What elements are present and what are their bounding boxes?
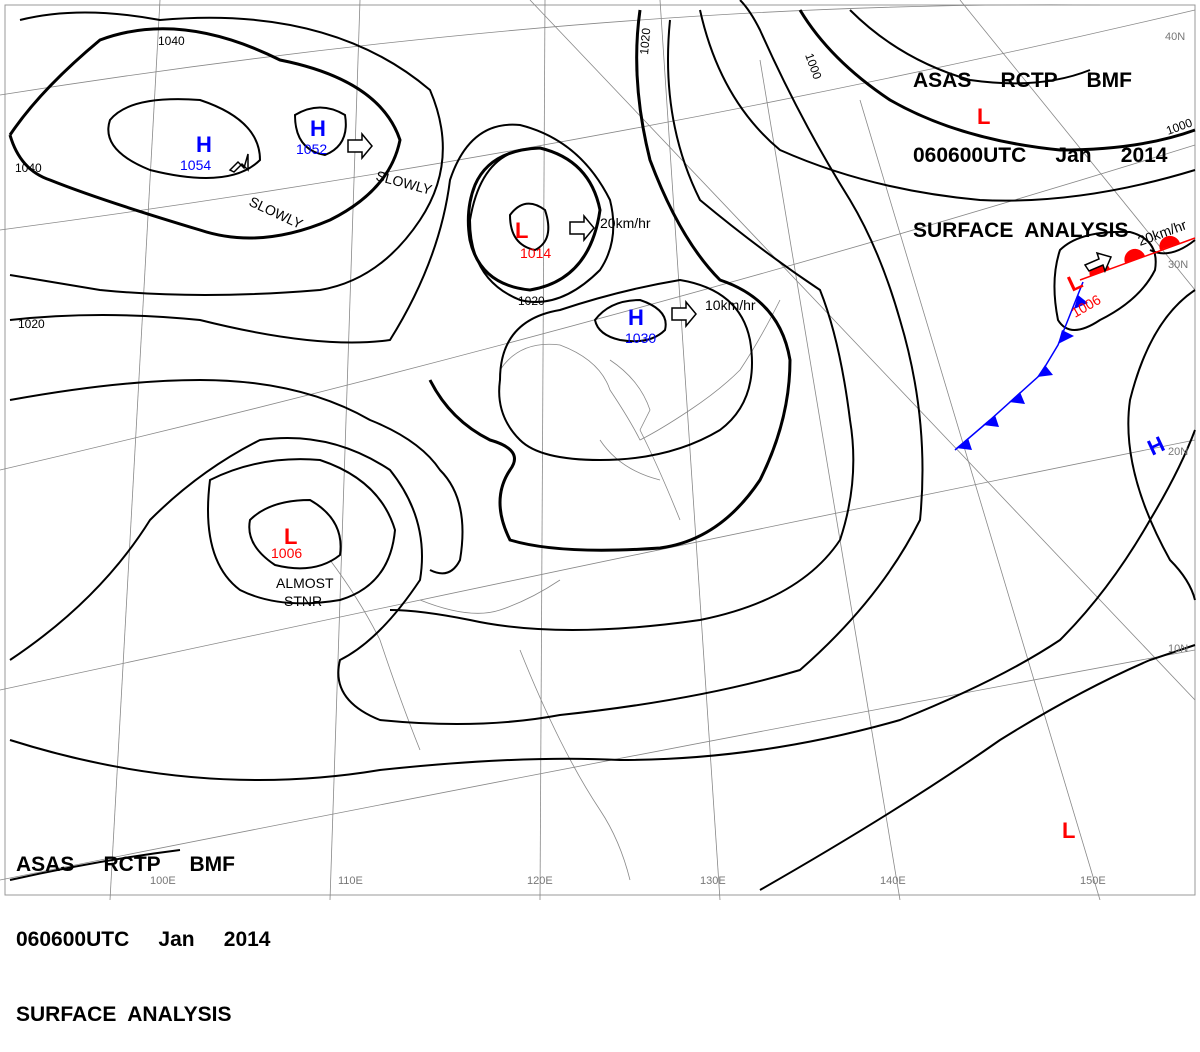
lat-label: 30N — [1168, 259, 1188, 271]
header-top-right: ASAS RCTP BMF 060600UTC Jan 2014 SURFACE… — [913, 18, 1167, 268]
cold-front — [954, 281, 1088, 451]
isobar-label: 1040 — [15, 161, 42, 175]
pressure-value: 1006 — [271, 545, 302, 561]
high-center-symbol: H — [628, 305, 644, 330]
isobar-label: 1020 — [518, 294, 545, 308]
lon-label: 130E — [700, 875, 726, 887]
header-bottom-left: ASAS RCTP BMF 060600UTC Jan 2014 SURFACE… — [16, 802, 270, 1052]
lon-label: 100E — [150, 875, 176, 887]
pressure-value: 1054 — [180, 157, 211, 173]
pressure-value: 1030 — [625, 330, 656, 346]
isobar-label: 1040 — [158, 34, 185, 48]
high-center-symbol: H — [196, 132, 212, 157]
pressure-value: 1014 — [520, 245, 551, 261]
lat-line-30n — [0, 144, 1196, 471]
isobars — [8, 0, 1196, 891]
motion-label: STNR — [284, 593, 322, 609]
isobar-label: 1020 — [18, 317, 45, 331]
motion-label: SLOWLY — [374, 167, 434, 197]
motion-label: 20km/hr — [600, 215, 651, 231]
lon-line-100e — [109, 0, 161, 900]
lat-line-50n — [0, 4, 1101, 96]
low-center-symbol: L — [284, 524, 297, 549]
lat-label: 10N — [1168, 643, 1188, 655]
lat-label: 40N — [1165, 31, 1185, 43]
low-center-symbol: L — [515, 218, 528, 243]
low-center-symbol: L — [977, 104, 990, 129]
lon-line-170e — [959, 0, 1196, 291]
header-line-3: SURFACE ANALYSIS — [16, 1003, 232, 1026]
header-line-1: ASAS RCTP BMF — [16, 853, 235, 876]
lat-line-20n — [0, 439, 1196, 691]
warm-front — [1079, 235, 1196, 281]
lat-line-40n — [0, 9, 1196, 231]
high-center-symbol: H — [1144, 431, 1169, 460]
high-center-symbol: H — [310, 116, 326, 141]
lon-label: 110E — [338, 875, 363, 887]
surface-analysis-map: 1040 1040 1020 1020 1020 1000 1000 40N 3… — [0, 0, 1196, 900]
header-line-2: 060600UTC Jan 2014 — [16, 928, 271, 951]
lon-line-130e — [659, 0, 721, 900]
header-line-3: SURFACE ANALYSIS — [913, 219, 1129, 242]
lon-label: 150E — [1080, 875, 1106, 887]
motion-label: ALMOST — [276, 575, 334, 591]
motion-arrows — [228, 131, 1113, 329]
lon-line-150e — [859, 99, 1101, 900]
header-line-1: ASAS RCTP BMF — [913, 69, 1132, 92]
pressure-value: 1052 — [296, 141, 327, 157]
lon-line-120e — [539, 0, 546, 900]
lon-label: 140E — [880, 875, 906, 887]
coastlines — [329, 299, 781, 881]
lat-label: 20N — [1168, 446, 1188, 458]
header-line-2: 060600UTC Jan 2014 — [913, 144, 1168, 167]
lon-line-140e — [759, 59, 901, 900]
map-frame — [4, 4, 1196, 896]
lon-label: 120E — [527, 875, 553, 887]
lat-line-10n — [0, 649, 1196, 881]
low-center-symbol: L — [1062, 818, 1075, 843]
motion-label: 10km/hr — [705, 297, 756, 313]
motion-label: SLOWLY — [247, 193, 306, 232]
isobar-label: 1000 — [802, 51, 824, 81]
isobar-label: 1020 — [637, 27, 653, 55]
